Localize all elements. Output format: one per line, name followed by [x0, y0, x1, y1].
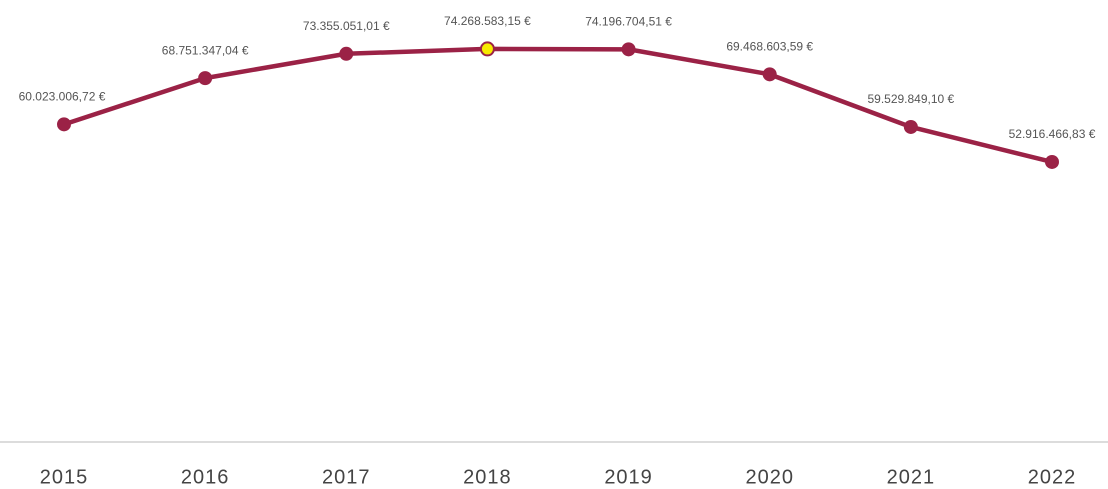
x-tick-label: 2016	[181, 466, 230, 488]
x-tick-label: 2020	[745, 466, 794, 488]
x-tick-label: 2017	[322, 466, 371, 488]
data-label: 60.023.006,72 €	[19, 90, 106, 104]
data-label: 68.751.347,04 €	[162, 43, 249, 57]
x-tick-label: 2015	[40, 466, 89, 488]
point	[198, 71, 213, 86]
point	[1045, 154, 1059, 169]
x-tick-label: 2021	[887, 466, 936, 488]
x-tick-label: 2019	[604, 466, 653, 488]
point	[479, 41, 495, 57]
data-label: 74.196.704,51 €	[585, 14, 672, 28]
x-tick-label: 2018	[463, 466, 512, 488]
data-label: 74.268.583,15 €	[444, 14, 531, 28]
data-label: 69.468.603,59 €	[726, 40, 813, 54]
point	[762, 67, 777, 82]
data-label: 52.916.466,83 €	[1009, 127, 1096, 141]
point	[339, 46, 354, 61]
data-label: 59.529.849,10 €	[867, 92, 954, 106]
point	[57, 117, 71, 132]
point	[903, 119, 918, 134]
point	[621, 42, 636, 57]
x-tick-label: 2022	[1028, 466, 1077, 488]
line	[63, 46, 1053, 165]
data-label: 73.355.051,01 €	[303, 19, 390, 33]
